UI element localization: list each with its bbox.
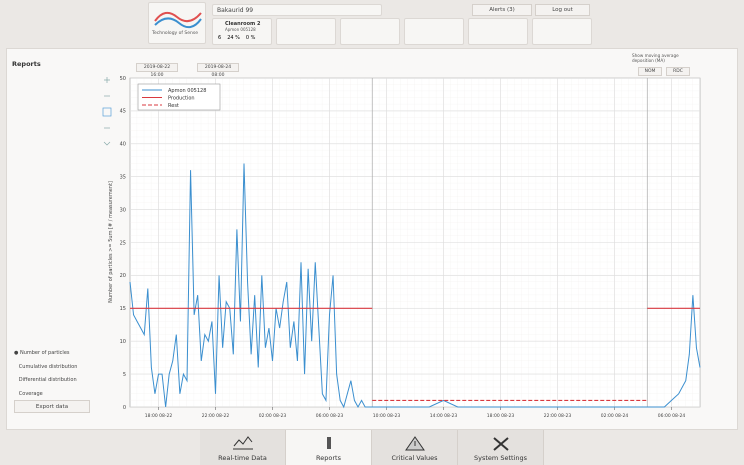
stat: 6 — [218, 35, 222, 41]
zoom-toolbar[interactable] — [102, 77, 112, 146]
tab-label: Critical Values — [391, 454, 438, 462]
empty-card — [404, 18, 464, 45]
x-tick-label: 02:00 08-23 — [259, 413, 287, 419]
y-tick-label: 40 — [120, 142, 126, 148]
tab[interactable]: Real-time Data — [200, 430, 286, 465]
legend-label: Production — [168, 95, 195, 101]
logo-text: Technology of Sense — [152, 31, 198, 36]
y-tick-label: 25 — [120, 240, 126, 246]
chart: Number of particles >= 5um [# / measurem… — [102, 76, 701, 419]
y-tick-label: 5 — [123, 372, 126, 378]
logo-icon — [154, 11, 202, 29]
x-tick-label: 22:00 08-22 — [202, 413, 230, 419]
legend-box — [137, 83, 221, 111]
empty-card — [468, 18, 528, 45]
option-label: Number of particles — [19, 350, 70, 356]
tab-icon — [232, 436, 253, 450]
radio-option[interactable]: Cumulative distribution — [14, 361, 78, 375]
option-label: Coverage — [18, 390, 43, 397]
tab[interactable]: Reports — [286, 430, 372, 465]
tab-label: Real-time Data — [218, 454, 267, 462]
tab-icon — [404, 436, 425, 451]
y-tick-label: 0 — [123, 405, 126, 411]
empty-card — [532, 18, 592, 45]
y-tick-label: 50 — [120, 76, 126, 82]
device-card[interactable]: Cleanroom 2 Apmon 005128 6 24 % 0 % — [212, 18, 272, 45]
tab-label: Reports — [316, 454, 341, 462]
alerts-button[interactable]: Alerts (3) — [472, 4, 532, 16]
empty-card — [276, 18, 336, 45]
export-button[interactable]: Export data — [14, 400, 90, 413]
x-tick-label: 06:00 08-23 — [316, 413, 344, 419]
y-tick-label: 35 — [120, 175, 126, 181]
y-tick-label: 15 — [120, 306, 126, 312]
x-tick-label: 14:00 08-23 — [430, 413, 458, 419]
device-name: Cleanroom 2 — [225, 21, 261, 27]
x-tick-label: 18:00 08-22 — [145, 413, 173, 419]
logout-button[interactable]: Log out — [535, 4, 590, 16]
ma-button[interactable]: RDC — [666, 67, 690, 76]
x-tick-label: 06:00 08-24 — [658, 413, 686, 419]
ma-button[interactable]: NOM — [638, 67, 662, 76]
tab[interactable]: Critical Values — [372, 430, 458, 465]
y-tick-label: 45 — [120, 109, 126, 115]
y-tick-label: 20 — [120, 273, 126, 279]
options: ● Number of particles Cumulative distrib… — [14, 347, 77, 401]
option-label: Differential distribution — [18, 377, 77, 383]
date-to[interactable]: 2019-08-24 08:00 — [197, 63, 239, 78]
radio-option[interactable]: Coverage — [14, 388, 77, 402]
logo: Technology of Sense — [148, 2, 206, 44]
tab-icon — [326, 437, 331, 449]
panel-title: Reports — [12, 60, 41, 68]
legend-label: Apmon 005128 — [168, 88, 206, 94]
x-tick-label: 10:00 08-23 — [373, 413, 401, 419]
x-tick-label: 22:00 08-23 — [544, 413, 572, 419]
y-axis-label: Number of particles >= 5um [# / measurem… — [108, 181, 114, 303]
legend-label: Rest — [168, 103, 179, 109]
ma-label: Show moving average deposition (MA) — [632, 53, 679, 63]
y-tick-label: 30 — [120, 207, 126, 213]
search-box[interactable]: Bakaurid 99 — [212, 4, 382, 16]
stat: 0 % — [245, 35, 256, 41]
x-tick-label: 18:00 08-23 — [487, 413, 515, 419]
series-line — [129, 163, 701, 409]
x-tick-label: 02:00 08-24 — [601, 413, 629, 419]
y-tick-label: 10 — [120, 339, 126, 345]
tab[interactable]: System Settings — [458, 430, 544, 465]
option-label: Cumulative distribution — [18, 363, 78, 370]
device-id: Apmon 005128 — [225, 27, 256, 32]
tab-label: System Settings — [474, 454, 527, 462]
empty-card — [340, 18, 400, 45]
radio-option[interactable]: Differential distribution — [14, 374, 77, 388]
device-stats: 6 24 % 0 % — [215, 35, 269, 41]
tab-icon — [492, 437, 509, 451]
radio-option[interactable]: ● Number of particles — [14, 350, 70, 356]
date-from[interactable]: 2019-08-22 16:00 — [136, 63, 178, 78]
stat: 24 % — [227, 35, 240, 41]
